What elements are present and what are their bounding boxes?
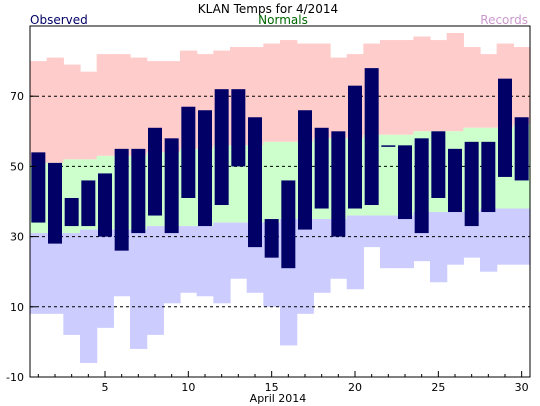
record-high-band-day-9	[163, 61, 181, 153]
observed-bar-day-7	[131, 148, 146, 234]
legend-observed: Observed	[30, 13, 88, 27]
observed-bar-day-28	[481, 141, 496, 213]
record-high-band-day-25	[430, 40, 448, 132]
record-high-band-day-4	[80, 71, 98, 160]
record-high-band-day-19	[330, 57, 348, 139]
record-low-band-day-8	[146, 226, 164, 335]
record-low-band-day-13	[230, 222, 248, 279]
plot-frame	[29, 25, 531, 378]
observed-bar-day-10	[181, 106, 196, 198]
observed-bar-day-18	[314, 127, 329, 209]
observed-bar-day-19	[331, 131, 346, 237]
x-axis: 5 10 15 20 25 30	[37, 371, 529, 394]
x-tick-label-10: 10	[181, 381, 195, 394]
x-tick-label-20: 20	[348, 381, 362, 394]
record-low-band-day-17	[296, 219, 314, 314]
observed-bar-day-20	[348, 85, 362, 209]
observed-bar-day-8	[148, 127, 162, 216]
observed-bar-day-21	[364, 68, 379, 206]
record-low-band-day-4	[80, 229, 98, 363]
observed-bar-day-15	[264, 219, 279, 258]
observed-bar-day-17	[298, 110, 312, 230]
observed-bar-day-26	[448, 148, 462, 213]
observed-bar-day-4	[81, 180, 96, 227]
observed-bar-day-1	[31, 152, 46, 223]
observed-bar-day-9	[164, 138, 179, 234]
observed-bar-day-22	[381, 145, 396, 147]
record-low-band-day-11	[196, 226, 214, 297]
record-low-band-day-1	[30, 233, 48, 314]
record-high-band-day-16	[280, 40, 298, 142]
normal-band-day-22	[380, 134, 398, 216]
record-high-band-day-26	[446, 33, 464, 132]
record-low-band-day-3	[63, 233, 81, 335]
observed-bar-day-2	[48, 162, 62, 244]
record-high-band-day-7	[130, 57, 148, 156]
observed-bar-day-13	[231, 89, 246, 167]
legend-records: Records	[480, 13, 528, 27]
observed-bar-day-6	[114, 148, 129, 251]
plot-area: -10 10 30 50 70 5 10 15 20 25 30	[6, 25, 531, 394]
grid-lines	[30, 95, 530, 308]
record-low-band-day-25	[430, 212, 448, 283]
record-high-band-day-15	[263, 43, 281, 142]
record-low-band-day-5	[96, 229, 114, 328]
record-high-band-day-3	[63, 64, 81, 160]
observed-bar-day-12	[214, 89, 229, 206]
record-low-band-day-20	[346, 215, 364, 290]
record-low-band-day-9	[163, 226, 181, 304]
record-high-band-day-24	[413, 36, 431, 132]
x-tick-label-25: 25	[431, 381, 445, 394]
observed-bar-day-27	[464, 141, 479, 227]
record-low-band-day-21	[363, 215, 381, 248]
observed-bar-day-11	[198, 110, 212, 227]
record-low-band-day-26	[446, 212, 464, 265]
observed-bar-day-5	[98, 173, 112, 237]
record-low-band-day-22	[380, 215, 398, 269]
y-tick-label-10: 10	[10, 301, 24, 314]
observed-bar-day-23	[398, 145, 412, 220]
record-high-band-day-2	[46, 57, 64, 163]
record-high-band-day-30	[513, 47, 531, 125]
x-tick-label-15: 15	[265, 381, 279, 394]
observed-bar-day-24	[414, 138, 429, 234]
y-tick-label-50: 50	[10, 160, 24, 173]
record-high-band-day-18	[313, 43, 331, 139]
record-high-band-day-5	[96, 54, 114, 156]
record-low-band-day-2	[46, 233, 64, 314]
observed-bar-day-30	[514, 117, 529, 181]
record-high-band-day-27	[463, 47, 481, 128]
observed-bars	[31, 68, 529, 269]
record-low-band-day-7	[130, 229, 148, 349]
record-high-band-day-6	[113, 54, 131, 156]
y-axis: -10 10 30 50 70	[6, 90, 36, 384]
record-low-band-day-23	[396, 215, 414, 269]
x-tick-label-5: 5	[102, 381, 109, 394]
observed-bar-day-3	[64, 197, 79, 227]
record-high-band-day-1	[30, 61, 48, 163]
x-tick-label-30: 30	[515, 381, 529, 394]
observed-bar-day-14	[248, 117, 262, 248]
record-high-band-day-23	[396, 40, 414, 135]
record-high-band-day-28	[480, 54, 498, 128]
x-axis-label: April 2014	[250, 392, 307, 405]
normal-band-day-15	[263, 141, 281, 223]
y-tick-label-70: 70	[10, 90, 24, 103]
record-low-band-day-28	[480, 208, 498, 272]
record-low-band-day-12	[213, 222, 231, 304]
record-low-band-day-30	[513, 208, 531, 265]
observed-bar-day-25	[431, 131, 446, 198]
legend-normals: Normals	[258, 13, 308, 27]
y-tick-label--10: -10	[6, 371, 24, 384]
record-high-band-day-22	[380, 40, 398, 135]
record-low-band-day-10	[180, 226, 198, 293]
record-low-band-day-18	[313, 219, 331, 293]
y-tick-label-30: 30	[10, 231, 24, 244]
observed-bar-day-16	[281, 180, 296, 269]
chart-title: KLAN Temps for 4/2014	[198, 2, 338, 16]
observed-bar-day-29	[498, 78, 512, 177]
